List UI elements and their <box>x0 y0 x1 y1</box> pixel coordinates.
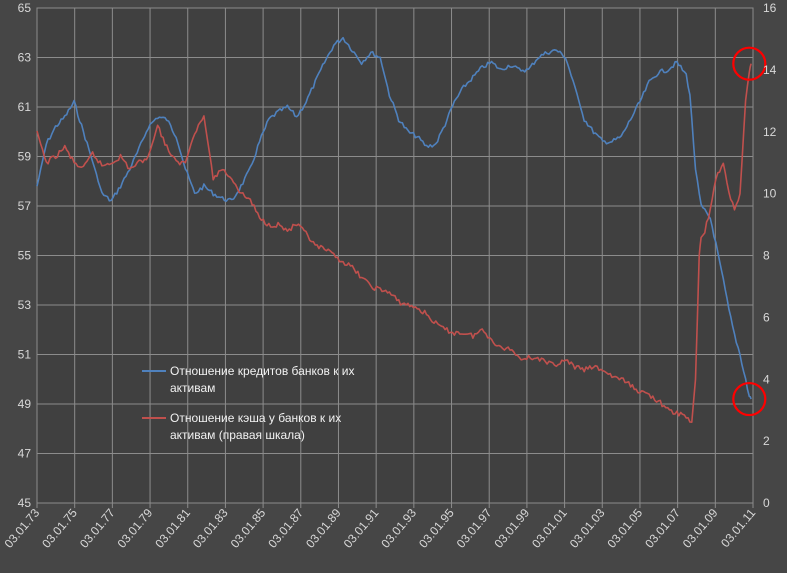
y-tick-label-left: 63 <box>18 51 32 65</box>
y-tick-label-left: 65 <box>18 1 32 15</box>
y-tick-label-right: 2 <box>763 434 770 448</box>
annotation-circle-cash <box>732 46 767 81</box>
grid-lines <box>36 7 754 504</box>
y-tick-label-left: 51 <box>18 348 32 362</box>
y-tick-label-left: 49 <box>18 397 32 411</box>
y-tick-label-right: 6 <box>763 310 770 324</box>
y-tick-label-left: 61 <box>18 100 32 114</box>
annotation-circle-loans <box>732 381 767 417</box>
y-tick-label-left: 55 <box>18 249 32 263</box>
y-tick-label-right: 8 <box>763 249 770 263</box>
y-tick-label-left: 59 <box>18 150 32 164</box>
y-tick-label-left: 53 <box>18 298 32 312</box>
y-tick-label-left: 47 <box>18 447 32 461</box>
y-tick-label-left: 57 <box>18 199 32 213</box>
annotations <box>732 46 767 417</box>
y-tick-label-right: 10 <box>763 187 777 201</box>
y-tick-label-right: 4 <box>763 372 770 386</box>
series-line-cash-ratio <box>36 63 752 423</box>
y-tick-label-right: 12 <box>763 125 777 139</box>
y-axis-right: 0 2 4 6 8 10 12 14 16 <box>763 1 777 510</box>
y-tick-label-right: 14 <box>763 63 777 77</box>
legend-label-loans: активам <box>170 381 215 395</box>
series-line-loans-ratio <box>36 36 752 400</box>
y-tick-label-right: 0 <box>763 496 770 510</box>
legend-label-cash: активам (правая шкала) <box>170 428 305 442</box>
legend: Отношение кредитов банков к их активам Отн… <box>142 364 355 442</box>
legend-label-loans: Отношение кредитов банков к их <box>170 364 355 378</box>
y-tick-label-left: 45 <box>18 496 32 510</box>
y-axis-left: 45 47 49 51 53 55 57 59 61 63 65 <box>18 1 32 510</box>
plot-border <box>36 7 754 504</box>
y-tick-label-right: 16 <box>763 1 777 15</box>
series-group <box>36 36 752 423</box>
legend-label-cash: Отношение кэша у банков к их <box>170 411 341 425</box>
